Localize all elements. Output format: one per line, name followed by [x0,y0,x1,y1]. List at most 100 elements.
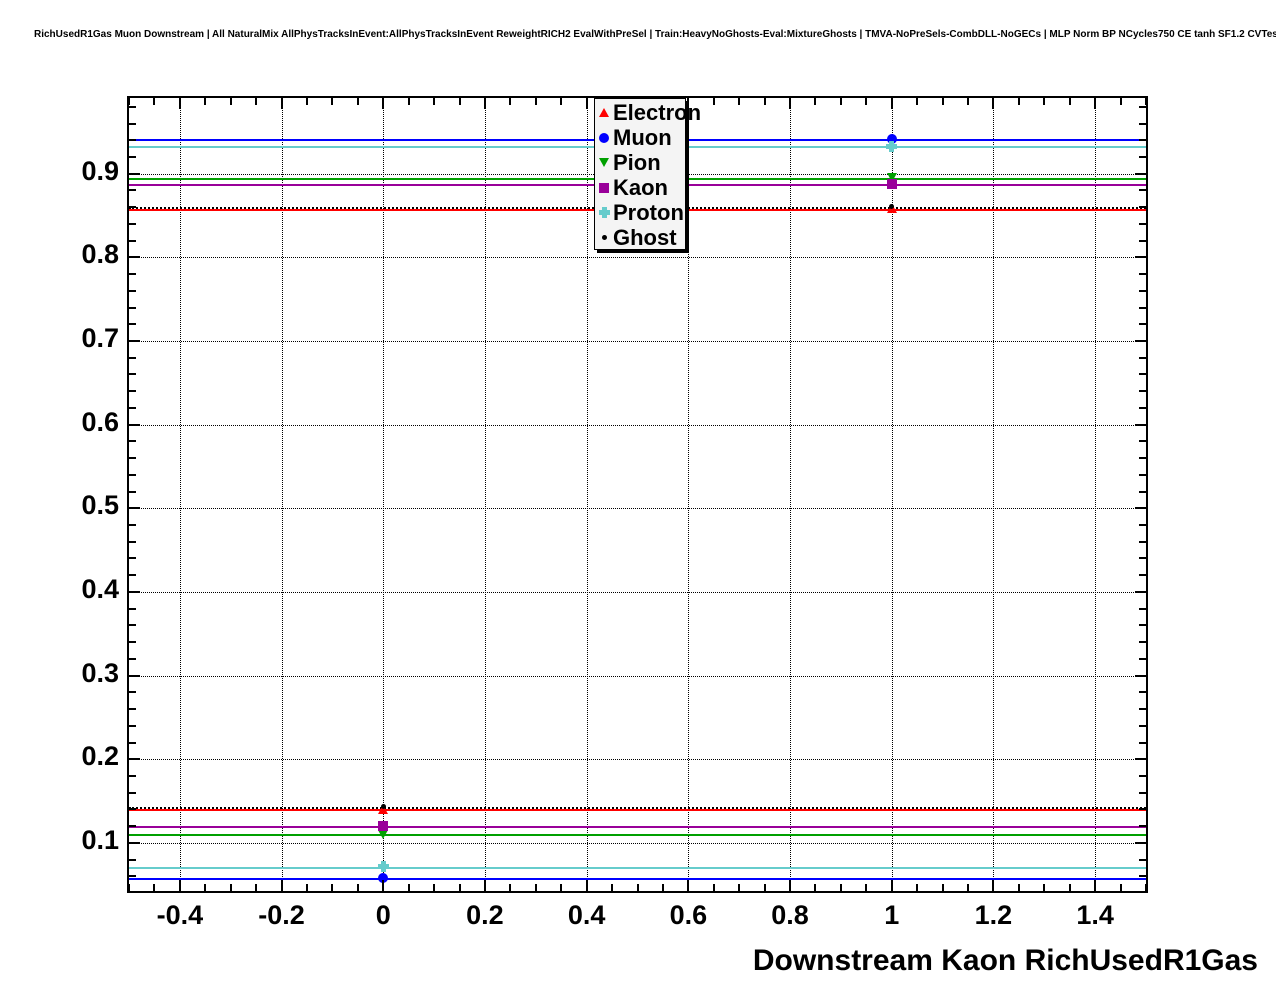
data-point-proton [886,140,898,152]
axis-tick [129,139,136,142]
axis-tick [534,884,537,891]
legend-label: Kaon [613,174,668,200]
axis-tick [1139,473,1146,476]
axis-tick [1139,189,1146,192]
legend-label: Electron [613,99,702,125]
axis-tick [1145,884,1146,891]
axis-tick [1068,884,1071,891]
axis-tick [1139,574,1146,577]
data-point-kaon [886,179,897,190]
axis-tick [153,884,156,891]
axis-tick [890,880,893,891]
axis-tick [1139,791,1146,794]
axis-tick [153,98,156,105]
axis-tick [129,222,136,225]
grid-line-vertical [891,98,893,891]
axis-tick [129,624,136,627]
axis-tick [941,98,944,105]
axis-tick [129,390,136,393]
axis-tick [129,590,140,593]
axis-tick [129,256,140,259]
axis-tick [129,875,136,878]
data-point-electron [378,804,389,814]
x-tick-label: -0.2 [258,900,305,930]
grid-line-vertical [383,98,385,891]
axis-tick [534,98,537,105]
axis-tick [1135,423,1146,426]
axis-tick [1139,306,1146,309]
axis-tick [1139,289,1146,292]
x-tick-label: 1.4 [1076,900,1114,930]
axis-tick [280,880,283,891]
grid-line-vertical [1095,98,1097,891]
axis-tick [1139,858,1146,861]
axis-tick [661,884,664,891]
axis-tick [129,440,136,443]
axis-tick [458,98,461,105]
axis-tick [1139,155,1146,158]
x-axis-title: Downstream Kaon RichUsedR1Gas [752,944,1258,977]
axis-tick [1139,657,1146,660]
axis-tick [407,884,410,891]
grid-line-vertical [993,98,995,891]
axis-tick [763,884,766,891]
legend-marker-cell [595,207,613,218]
axis-tick [1139,373,1146,376]
axis-tick [992,880,995,891]
axis-tick [687,880,690,891]
axis-tick [1145,98,1146,105]
axis-tick [1139,708,1146,711]
axis-tick [687,98,690,109]
legend-item-electron: Electron [595,100,701,125]
axis-tick [178,98,181,109]
grid-line-vertical [688,98,690,891]
axis-tick [129,858,136,861]
series-line-pion [129,834,1146,837]
axis-tick [916,884,919,891]
legend-marker-circle [599,132,609,143]
x-tick-label: 0.8 [771,900,809,930]
legend-label: Proton [613,199,684,225]
y-tick-label: 0.7 [81,323,119,353]
grid-line-vertical [586,98,588,891]
legend-item-muon: Muon [595,125,685,150]
axis-tick [865,98,868,105]
grid-line-vertical [484,98,486,891]
axis-tick [1139,457,1146,460]
axis-tick [738,884,741,891]
axis-tick [229,884,232,891]
axis-tick [129,724,136,727]
grid-line-horizontal [129,424,1146,426]
axis-tick [280,98,283,109]
axis-tick [129,289,136,292]
axis-tick [1139,557,1146,560]
grid-line-horizontal [129,508,1146,510]
axis-tick [129,122,136,125]
axis-tick [1139,273,1146,276]
axis-tick [129,708,136,711]
legend-item-kaon: Kaon [595,175,685,200]
axis-tick [509,884,512,891]
legend-marker-triangle-up [599,108,609,117]
axis-tick [458,884,461,891]
axis-tick [129,239,136,242]
axis-tick [1139,808,1146,811]
data-point-ghost [380,804,386,810]
axis-tick [129,808,136,811]
axis-tick [129,105,136,108]
legend-marker-square [599,182,609,193]
axis-tick [483,880,486,891]
x-tick-label: -0.4 [156,900,204,930]
axis-tick [1139,825,1146,828]
legend-label: Muon [613,124,672,150]
axis-tick [839,884,842,891]
axis-tick [865,884,868,891]
axis-tick [356,884,359,891]
y-tick-label: 0.9 [81,155,119,186]
x-tick-label: 0 [375,900,391,930]
axis-tick [1139,691,1146,694]
axis-tick [560,884,563,891]
legend-item-pion: Pion [595,150,685,175]
x-tick-label: 0.2 [466,900,504,930]
axis-tick [992,98,995,109]
